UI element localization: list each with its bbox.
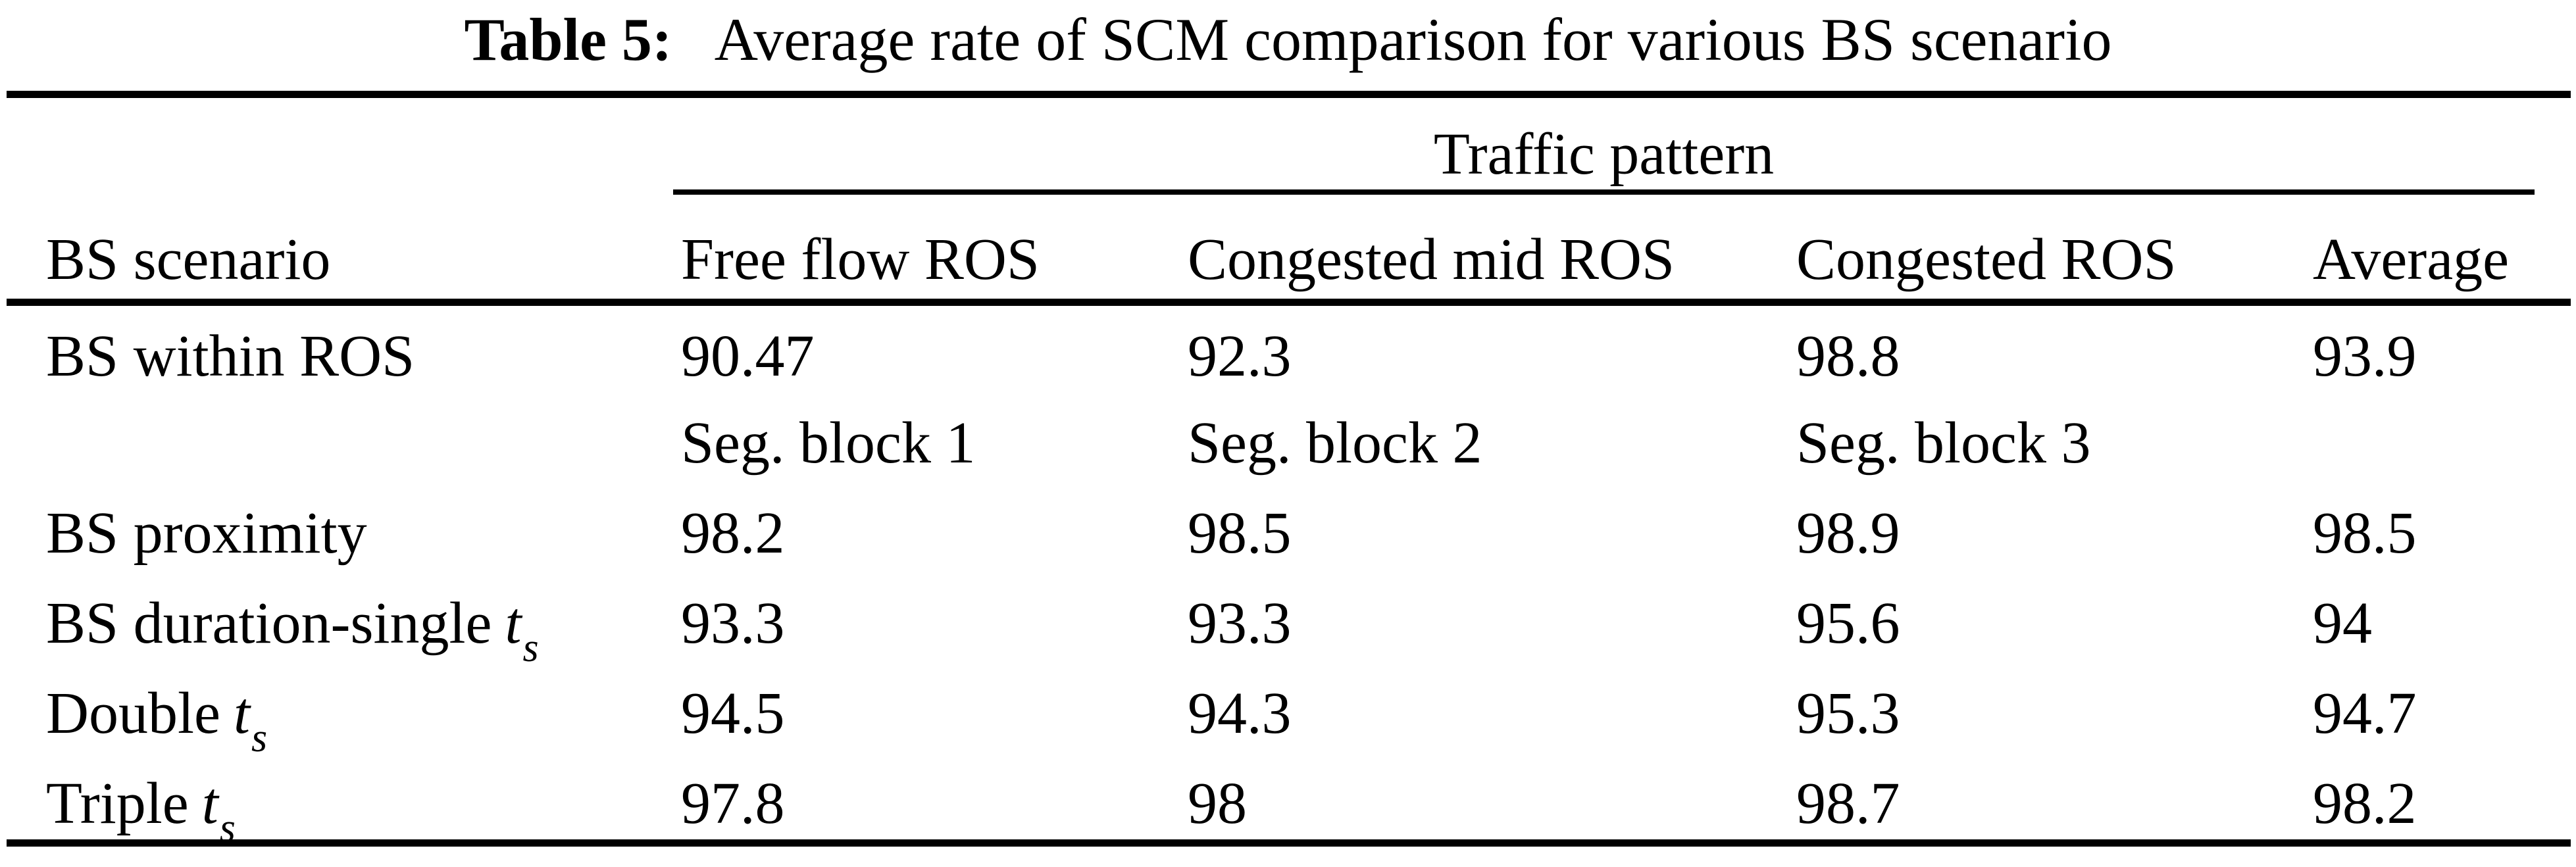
table-row: Double ts 94.5 94.3 95.3 94.7 [7,663,2571,758]
column-header-row: BS scenario Free flow ROS Congested mid … [7,195,2571,303]
row-label-text: BS within ROS [46,324,415,389]
math-variable: t [233,680,250,746]
empty-cell [7,95,681,195]
math-variable: t [201,770,218,836]
value-cell: 98.2 [681,500,785,566]
value-cell: 94.3 [1188,680,1292,746]
math-subscript: s [219,805,236,851]
table-row: BS duration-single ts 93.3 93.3 95.6 94 [7,573,2571,668]
row-label: BS within ROS [7,303,681,393]
value-cell: Seg. block 2 [1188,410,1482,476]
math-variable: t [505,590,522,656]
math-subscript: s [522,625,539,670]
row-label: Double ts [7,663,681,758]
span-header-row: Traffic pattern [7,95,2571,195]
value-cell: 97.8 [681,770,785,836]
span-header-cell: Traffic pattern [673,95,2571,195]
value-cell: 98.5 [1188,500,1292,566]
row-label-text: Triple [46,770,189,836]
value-cell: Seg. block 1 [681,410,976,476]
row-label [7,393,681,483]
column-header-free-flow-ros: Free flow ROS [681,227,1040,292]
value-cell: 93.3 [1188,590,1292,656]
row-label-text: BS duration-single [46,590,492,656]
column-header-congested-ros: Congested ROS [1796,227,2177,292]
value-cell: 98.2 [2313,770,2417,836]
column-header-bs-scenario: BS scenario [46,227,331,292]
row-label: Triple ts [7,753,681,849]
table-row: BS proximity 98.2 98.5 98.9 98.5 [7,483,2571,573]
column-header-congested-mid-ros: Congested mid ROS [1188,227,1675,292]
table-row: Triple ts 97.8 98 98.7 98.2 [7,753,2571,849]
value-cell: 98 [1188,770,1247,836]
row-label-text: Double [46,680,220,746]
row-label: BS duration-single ts [7,573,681,668]
value-cell: 98.8 [1796,324,1900,389]
value-cell: 95.6 [1796,590,1900,656]
value-cell: 93.9 [2313,324,2417,389]
value-cell: 98.9 [1796,500,1900,566]
table-caption: Table 5: Average rate of SCM comparison f… [0,0,2576,91]
value-cell [2313,393,2571,483]
value-cell: 98.7 [1796,770,1900,836]
caption-label: Table 5: [464,6,672,73]
value-cell: 94.7 [2313,680,2417,746]
value-cell: 94.5 [681,680,785,746]
math-subscript: s [251,715,268,760]
value-cell: 92.3 [1188,324,1292,389]
value-cell: 90.47 [681,324,815,389]
scm-comparison-table: Traffic pattern BS scenario Free flow RO… [7,91,2571,849]
row-label-text: BS proximity [46,500,367,566]
table-row: Seg. block 1 Seg. block 2 Seg. block 3 [7,393,2571,483]
column-header-average: Average [2313,227,2510,292]
value-cell: 93.3 [681,590,785,656]
value-cell: 94 [2313,590,2372,656]
value-cell: Seg. block 3 [1796,410,2091,476]
table-row: BS within ROS 90.47 92.3 98.8 93.9 [7,303,2571,393]
traffic-pattern-header: Traffic pattern [673,124,2535,195]
value-cell: 98.5 [2313,500,2417,566]
row-label: BS proximity [7,483,681,573]
caption-text: Average rate of SCM comparison for vario… [714,6,2112,73]
value-cell: 95.3 [1796,680,1900,746]
